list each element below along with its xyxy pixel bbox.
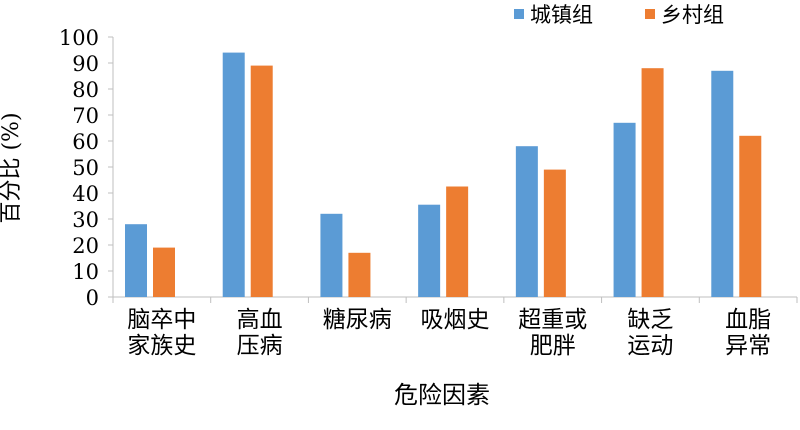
legend: 城镇组 乡村组 bbox=[514, 3, 724, 27]
x-tick-label-line: 高血 bbox=[237, 307, 283, 333]
bar bbox=[250, 65, 273, 297]
x-tick-label-line: 压病 bbox=[237, 333, 283, 359]
y-tick-label: 10 bbox=[72, 260, 99, 284]
x-tick-label: 血脂异常 bbox=[725, 307, 771, 359]
x-tick-label-line: 运动 bbox=[627, 333, 673, 359]
y-axis-title: 百分比 (%) bbox=[0, 112, 24, 223]
bar bbox=[125, 224, 147, 297]
x-tick-label: 吸烟史 bbox=[421, 307, 490, 333]
y-tick-label: 80 bbox=[72, 78, 99, 102]
y-tick-label: 30 bbox=[72, 208, 99, 232]
y-tick-label: 60 bbox=[72, 130, 99, 154]
bar bbox=[446, 186, 469, 297]
bar bbox=[153, 247, 175, 297]
y-tick-label: 50 bbox=[72, 156, 99, 180]
y-tick-label: 0 bbox=[86, 286, 99, 310]
x-tick-label: 脑卒中家族史 bbox=[127, 307, 196, 359]
y-tick-label: 90 bbox=[72, 52, 99, 76]
legend-swatch bbox=[645, 9, 655, 19]
bar bbox=[222, 52, 245, 297]
legend-swatch bbox=[514, 9, 524, 19]
x-tick-label-line: 肥胖 bbox=[530, 333, 576, 359]
y-tick-label: 20 bbox=[72, 234, 99, 258]
x-tick-label-line: 家族史 bbox=[127, 333, 196, 359]
x-tick-label-line: 糖尿病 bbox=[323, 307, 392, 333]
x-tick-label: 高血压病 bbox=[237, 307, 283, 359]
x-tick-label: 超重或肥胖 bbox=[518, 307, 587, 359]
bar bbox=[613, 122, 636, 297]
x-tick-label-line: 异常 bbox=[725, 333, 771, 359]
bar bbox=[320, 213, 343, 297]
x-tick-label-line: 缺乏 bbox=[627, 307, 673, 333]
x-tick-label-line: 血脂 bbox=[725, 307, 771, 333]
x-axis-title: 危险因素 bbox=[394, 381, 490, 409]
legend-label: 城镇组 bbox=[530, 3, 593, 27]
bar bbox=[543, 169, 566, 297]
bar bbox=[348, 252, 371, 297]
y-tick-label: 40 bbox=[72, 182, 99, 206]
bars bbox=[125, 52, 762, 297]
bar bbox=[711, 70, 734, 297]
x-tick-label-line: 超重或 bbox=[518, 307, 587, 333]
x-tick-label-line: 吸烟史 bbox=[421, 307, 490, 333]
legend-label: 乡村组 bbox=[661, 3, 724, 27]
x-tick-label-line: 脑卒中 bbox=[127, 307, 196, 333]
bar bbox=[739, 135, 762, 297]
x-tick-label: 缺乏运动 bbox=[627, 307, 673, 359]
x-tick-label: 糖尿病 bbox=[323, 307, 392, 333]
y-tick-label: 100 bbox=[59, 26, 99, 50]
bar bbox=[418, 204, 441, 297]
bar bbox=[641, 68, 664, 297]
bar bbox=[515, 146, 538, 297]
y-tick-label: 70 bbox=[72, 104, 99, 128]
